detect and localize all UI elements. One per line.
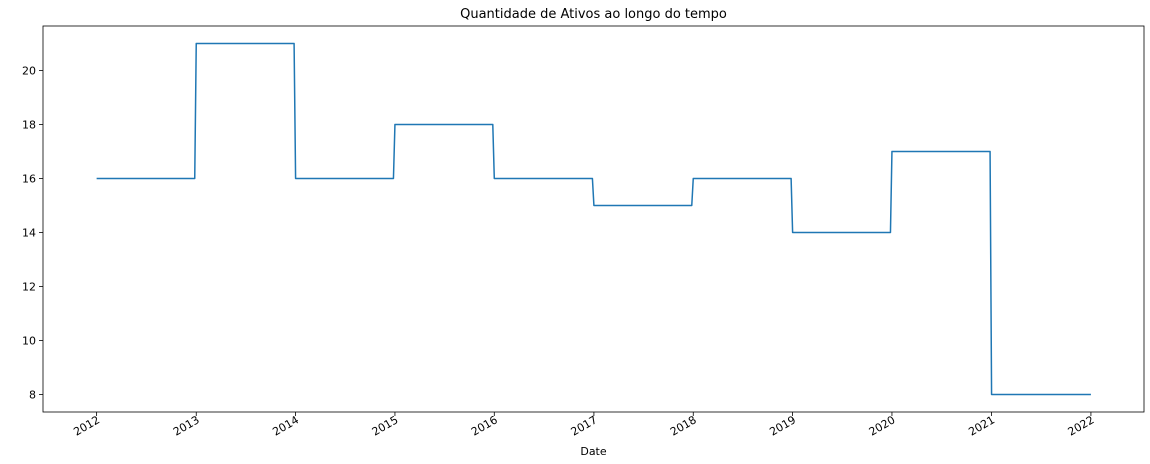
x-tick-label: 2013 [171, 413, 202, 438]
x-tick-label: 2015 [370, 413, 401, 438]
x-tick-label: 2012 [71, 413, 102, 438]
y-tick-label: 14 [22, 226, 36, 239]
series-line [96, 42, 1091, 396]
y-tick-label: 16 [22, 173, 36, 186]
x-axis-title: Date [580, 445, 607, 458]
y-tick-label: 18 [22, 119, 36, 132]
y-axis: 8 10 12 14 16 18 20 [22, 65, 43, 401]
x-tick-label: 2020 [867, 413, 898, 438]
x-tick-label: 2019 [767, 413, 798, 438]
chart-title: Quantidade de Ativos ao longo do tempo [460, 7, 727, 22]
y-tick-label: 10 [22, 334, 36, 347]
series-layer [96, 42, 1091, 396]
x-tick-label: 2021 [966, 413, 997, 438]
x-tick-label: 2022 [1066, 413, 1097, 438]
x-tick-label: 2016 [469, 413, 500, 438]
y-tick-label: 20 [22, 65, 36, 78]
y-tick-label: 8 [29, 388, 36, 401]
y-tick-label: 12 [22, 280, 36, 293]
x-tick-label: 2017 [569, 413, 600, 438]
x-axis: 2012 2013 2014 2015 2016 2017 2018 2019 2020 2021… [71, 412, 1096, 439]
plot-frame [42, 25, 1145, 413]
x-tick-label: 2018 [668, 413, 699, 438]
x-tick-label: 2014 [270, 413, 301, 438]
